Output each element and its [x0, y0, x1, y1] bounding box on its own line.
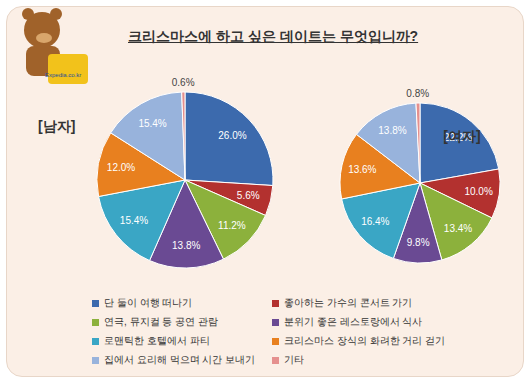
svg-text:5.6%: 5.6%: [237, 190, 260, 201]
svg-text:13.4%: 13.4%: [444, 223, 472, 234]
svg-text:16.4%: 16.4%: [361, 216, 389, 227]
html-text:분위기 좋은 레스토랑에서 식사: 분위기 좋은 레스토랑에서 식사: [284, 316, 423, 327]
html-text:크리스마스에 하고 싶은 데이트는 무엇입니까?: 크리스마스에 하고 싶은 데이트는 무엇입니까?: [128, 28, 419, 44]
html-text:집에서 요리해 먹으며 시간 보내기: 집에서 요리해 먹으며 시간 보내기: [104, 354, 256, 365]
html-text:[남자]: [남자]: [38, 118, 76, 134]
svg-text:15.4%: 15.4%: [120, 215, 148, 226]
svg-text:0.6%: 0.6%: [172, 77, 195, 88]
svg-text:13.8%: 13.8%: [378, 125, 406, 136]
svg-text:15.4%: 15.4%: [138, 118, 166, 129]
html-text:크리스마스 장식의 화려한 거리 걷기: 크리스마스 장식의 화려한 거리 걷기: [284, 335, 446, 346]
svg-text:13.8%: 13.8%: [172, 240, 200, 251]
svg-text:9.8%: 9.8%: [407, 237, 430, 248]
svg-text:13.6%: 13.6%: [348, 164, 376, 175]
svg-text:0.8%: 0.8%: [406, 88, 429, 99]
svg-text:12.0%: 12.0%: [107, 162, 135, 173]
html-text:연극, 뮤지컬 등 공연 관람: 연극, 뮤지컬 등 공연 관람: [104, 316, 218, 327]
svg-text:26.0%: 26.0%: [218, 130, 246, 141]
svg-text:10.0%: 10.0%: [464, 186, 492, 197]
html-text:[여자]: [여자]: [443, 128, 481, 144]
html-text:단 둘이 여행 떠나기: 단 둘이 여행 떠나기: [104, 297, 193, 308]
html-text:기타: 기타: [284, 354, 304, 365]
html-text:로맨틱한 호텔에서 파티: 로맨틱한 호텔에서 파티: [104, 335, 210, 346]
svg-text:11.2%: 11.2%: [218, 220, 246, 231]
html-text:Expedia.co.kr: Expedia.co.kr: [45, 72, 82, 78]
html-text:좋아하는 가수의 콘서트 가기: 좋아하는 가수의 콘서트 가기: [284, 297, 413, 308]
